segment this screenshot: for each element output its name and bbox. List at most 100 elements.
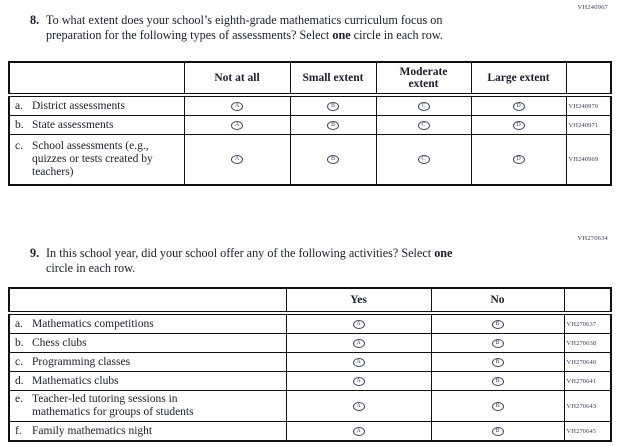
row-label: Mathematics clubs bbox=[32, 374, 119, 387]
table-row: b. Chess clubs A B VH270638 bbox=[8, 333, 612, 353]
q8-col-moderate-extent: Moderate extent bbox=[375, 61, 472, 97]
answer-bubble[interactable]: B bbox=[491, 376, 504, 386]
table-row: a. District assessments A B C D VH240970 bbox=[8, 94, 612, 116]
row-code: VH240971 bbox=[565, 115, 612, 135]
row-code: VH240969 bbox=[565, 134, 612, 186]
q8-col-large-extent: Large extent bbox=[470, 61, 567, 97]
answer-bubble[interactable]: A bbox=[352, 357, 365, 367]
q9-header-row: Yes No bbox=[8, 287, 612, 315]
row-letter: c. bbox=[15, 140, 23, 152]
answer-cell: A bbox=[285, 352, 432, 372]
answer-bubble[interactable]: C bbox=[417, 101, 430, 111]
answer-bubble[interactable]: B bbox=[327, 120, 339, 130]
row-label-cell: a. Mathematics competitions bbox=[8, 312, 287, 334]
answer-cell: B bbox=[430, 421, 565, 442]
row-code: VH270643 bbox=[563, 390, 612, 422]
question-8-line1: To what extent does your school’s eighth… bbox=[46, 13, 443, 27]
row-letter: d. bbox=[15, 374, 24, 387]
answer-cell: C bbox=[375, 134, 472, 186]
row-label-cell: e. Teacher-led tutoring sessions in mathe… bbox=[8, 390, 287, 422]
answer-bubble[interactable]: C bbox=[417, 120, 430, 130]
q8-empty-header-cell bbox=[8, 61, 185, 97]
answer-bubble[interactable]: A bbox=[352, 401, 365, 411]
answer-bubble[interactable]: C bbox=[417, 155, 430, 165]
question-8: 8. To what extent does your school’s eig… bbox=[30, 13, 540, 42]
answer-bubble[interactable]: B bbox=[327, 101, 339, 111]
question-9-number: 9. bbox=[30, 246, 40, 260]
row-label-cell: c. Programming classes bbox=[8, 352, 287, 372]
row-label: School assessments (e.g., quizzes or tes… bbox=[32, 140, 153, 178]
row-letter: c. bbox=[15, 355, 23, 368]
answer-cell: A bbox=[285, 421, 432, 442]
table-row: f. Family mathematics night A B VH270645 bbox=[8, 421, 612, 442]
answer-bubble[interactable]: B bbox=[491, 401, 504, 411]
question-8-line2-end: circle in each row. bbox=[350, 27, 443, 42]
answer-cell: B bbox=[430, 371, 565, 391]
table-row: a. Mathematics competitions A B VH270637 bbox=[8, 312, 612, 334]
question-9-text: In this school year, did your school off… bbox=[46, 246, 452, 275]
table-row: c. Programming classes A B VH270640 bbox=[8, 352, 612, 372]
answer-cell: A bbox=[183, 94, 291, 116]
q9-col-yes: Yes bbox=[285, 287, 432, 315]
answer-cell: D bbox=[470, 115, 567, 135]
question-9-bold-one: one bbox=[434, 246, 453, 260]
answer-bubble[interactable]: D bbox=[512, 101, 525, 111]
question-8-number: 8. bbox=[30, 13, 40, 27]
q8-col-small-extent: Small extent bbox=[289, 61, 377, 97]
answer-bubble[interactable]: B bbox=[491, 357, 504, 367]
answer-cell: A bbox=[183, 115, 291, 135]
question-8-bold-one: one bbox=[332, 27, 351, 42]
answer-bubble[interactable]: A bbox=[231, 155, 243, 165]
answer-bubble[interactable]: A bbox=[352, 319, 365, 329]
question-9: 9. In this school year, did your school … bbox=[30, 246, 540, 275]
table-row: e. Teacher-led tutoring sessions in mathe… bbox=[8, 390, 612, 422]
question-9-line2: circle in each row. bbox=[46, 260, 136, 275]
answer-cell: B bbox=[289, 115, 377, 135]
answer-cell: B bbox=[430, 390, 565, 422]
q8-answer-table: Not at all Small extent Moderate extent … bbox=[8, 61, 612, 186]
q8-code-header-cell bbox=[565, 61, 612, 97]
row-code: VH270640 bbox=[563, 352, 612, 372]
answer-bubble[interactable]: A bbox=[352, 338, 365, 348]
row-letter: e. bbox=[15, 393, 23, 405]
answer-bubble[interactable]: A bbox=[352, 376, 365, 386]
answer-cell: D bbox=[470, 94, 567, 116]
row-code: VH270637 bbox=[563, 312, 612, 334]
row-letter: a. bbox=[15, 99, 23, 112]
q8-col-not-at-all: Not at all bbox=[183, 61, 291, 97]
row-label: Family mathematics night bbox=[32, 424, 153, 437]
answer-bubble[interactable]: D bbox=[512, 155, 525, 165]
answer-cell: B bbox=[289, 94, 377, 116]
answer-cell: A bbox=[285, 333, 432, 353]
answer-bubble[interactable]: A bbox=[352, 426, 365, 436]
answer-cell: A bbox=[183, 134, 291, 186]
answer-bubble[interactable]: D bbox=[512, 120, 525, 130]
question-8-line2: preparation for the following types of a… bbox=[46, 27, 333, 42]
answer-bubble[interactable]: B bbox=[327, 155, 339, 165]
answer-bubble[interactable]: B bbox=[491, 338, 504, 348]
answer-cell: C bbox=[375, 115, 472, 135]
row-letter: f. bbox=[15, 424, 22, 437]
answer-cell: A bbox=[285, 312, 432, 334]
answer-bubble[interactable]: B bbox=[491, 426, 504, 436]
q9-empty-header-cell bbox=[8, 287, 287, 315]
row-label: Chess clubs bbox=[32, 336, 87, 349]
row-label-cell: b. State assessments bbox=[8, 115, 185, 135]
row-label: Programming classes bbox=[32, 355, 131, 368]
question-8-text: To what extent does your school’s eighth… bbox=[46, 13, 443, 42]
table-row: d. Mathematics clubs A B VH270641 bbox=[8, 371, 612, 391]
row-label-cell: c. School assessments (e.g., quizzes or t… bbox=[8, 134, 185, 186]
row-letter: a. bbox=[15, 317, 23, 330]
question-8-code: VH240967 bbox=[577, 4, 608, 11]
row-code: VH240970 bbox=[565, 94, 612, 116]
row-letter: b. bbox=[15, 336, 24, 349]
q8-header-row: Not at all Small extent Moderate extent … bbox=[8, 61, 612, 97]
answer-cell: B bbox=[430, 352, 565, 372]
answer-bubble[interactable]: B bbox=[491, 319, 504, 329]
answer-bubble[interactable]: A bbox=[231, 120, 243, 130]
answer-cell: C bbox=[375, 94, 472, 116]
answer-bubble[interactable]: A bbox=[231, 101, 243, 111]
row-label: Teacher-led tutoring sessions in mathema… bbox=[32, 393, 194, 418]
answer-cell: A bbox=[285, 390, 432, 422]
question-9-line1: In this school year, did your school off… bbox=[46, 246, 435, 260]
